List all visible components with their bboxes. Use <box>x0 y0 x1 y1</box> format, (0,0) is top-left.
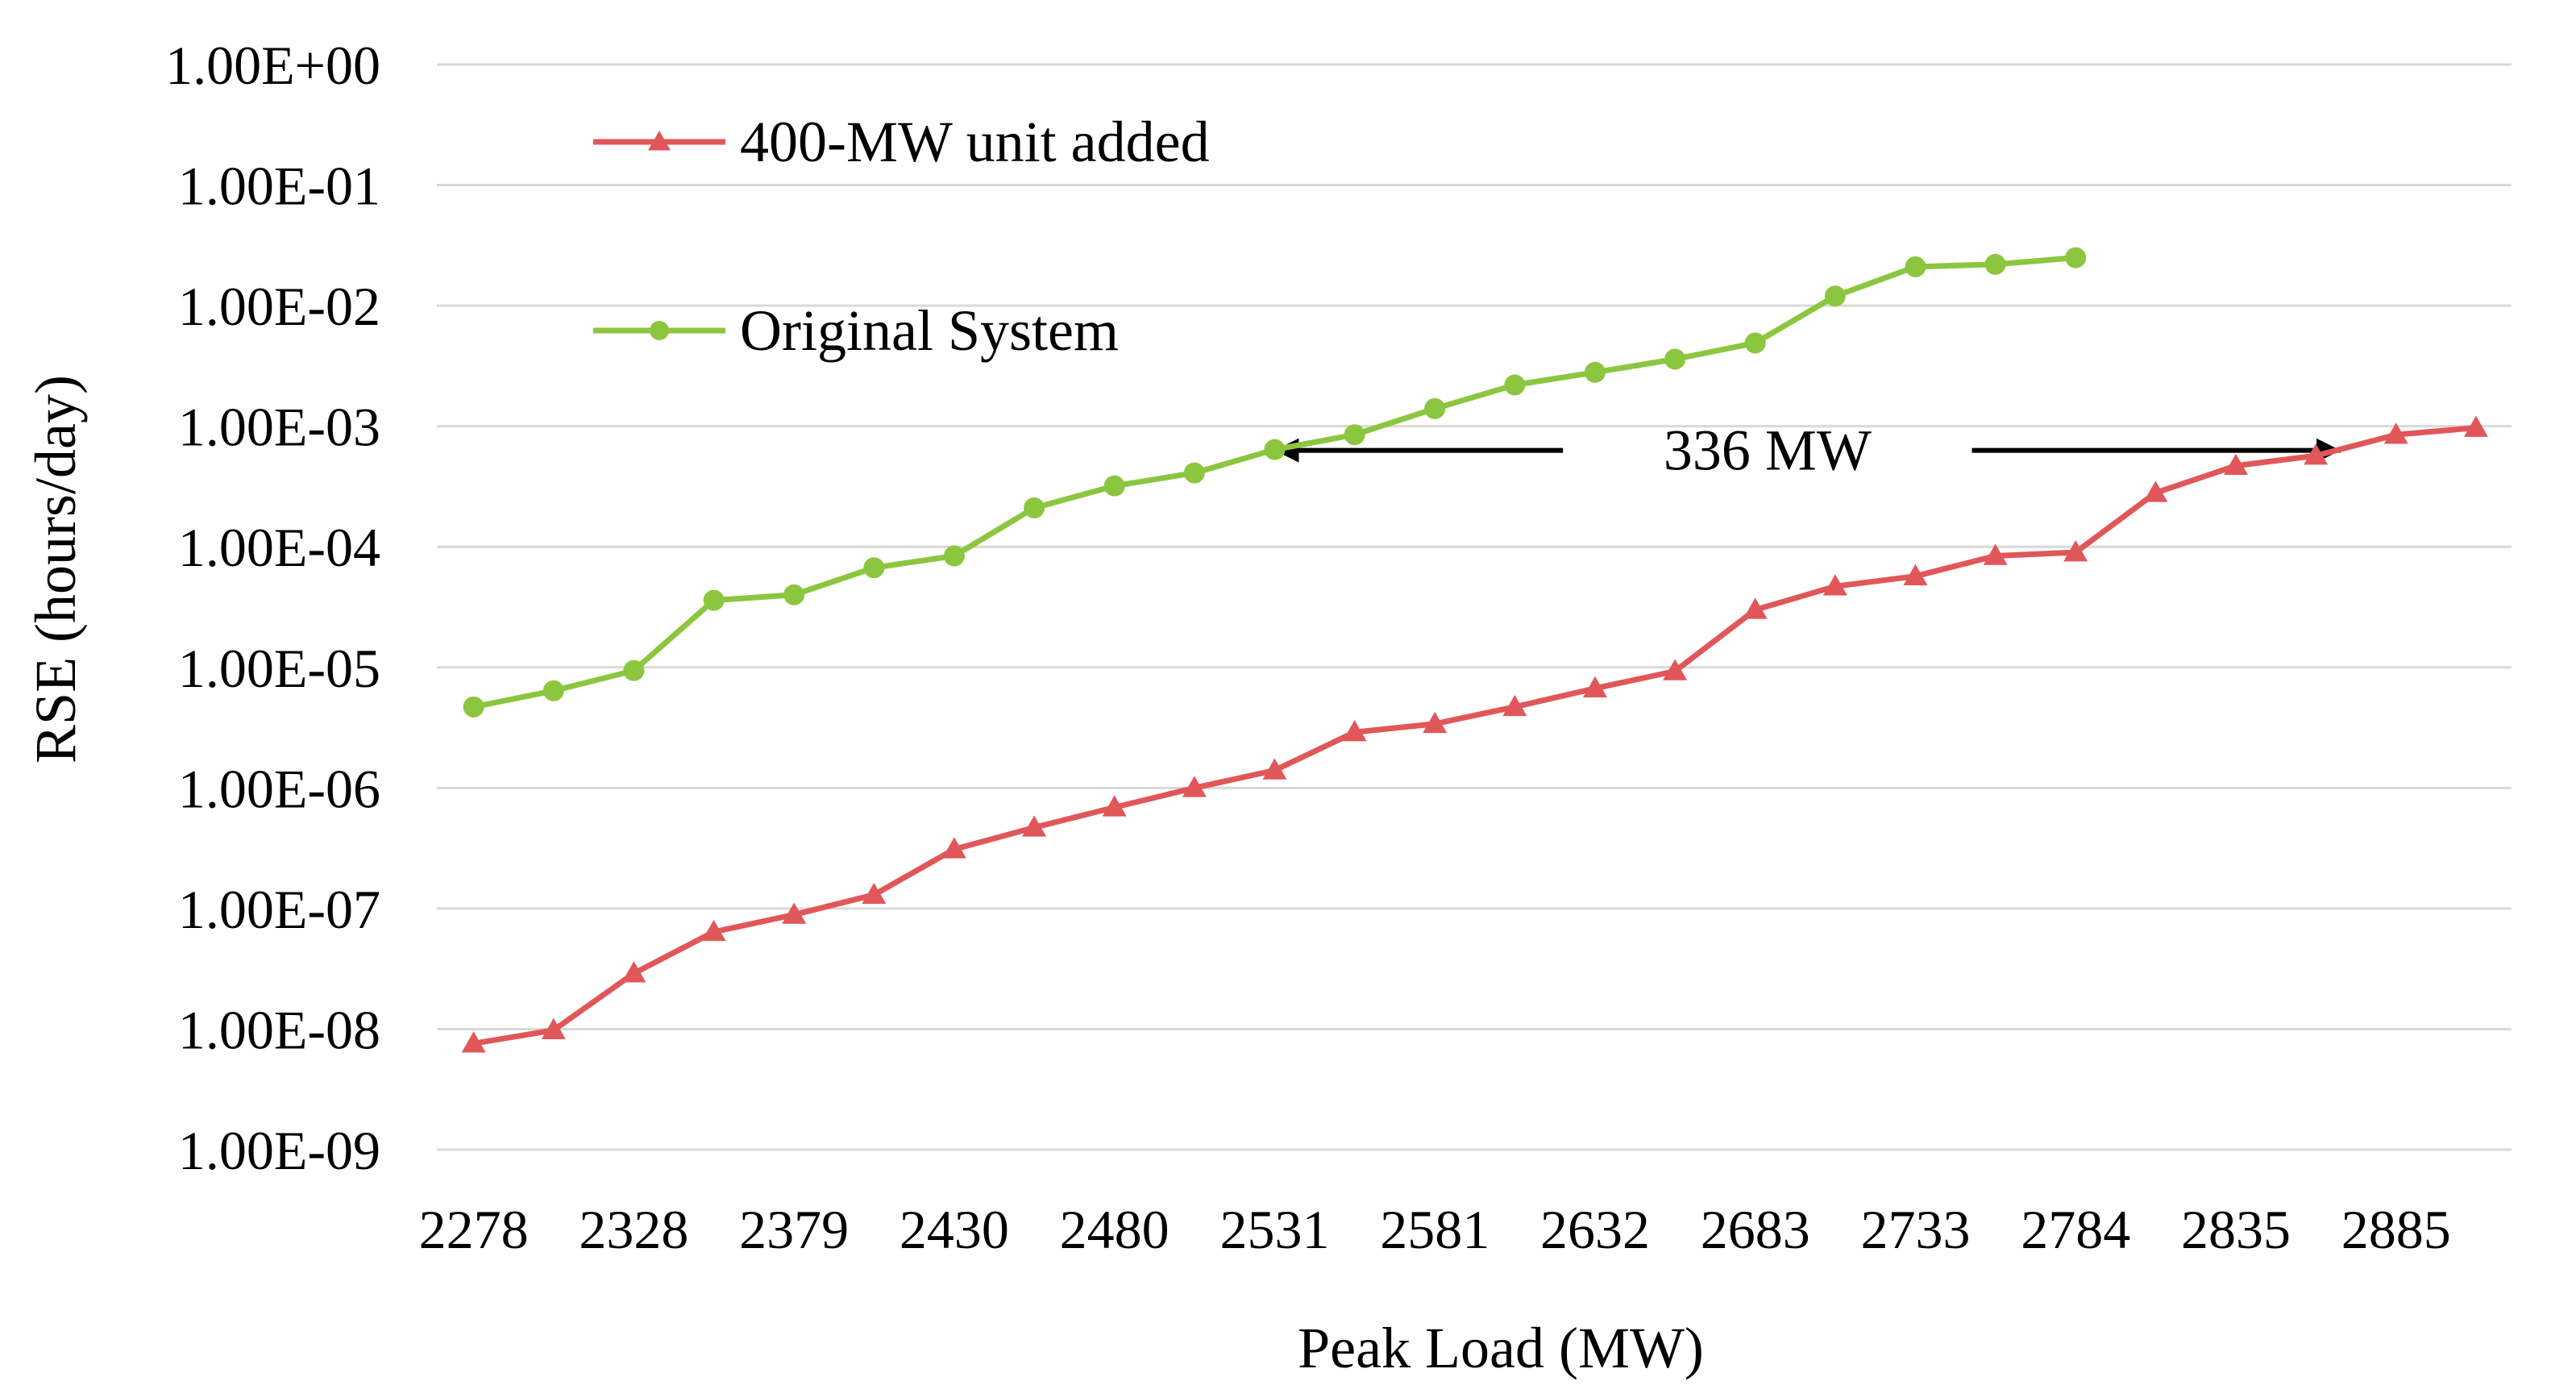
data-point <box>863 557 885 579</box>
data-point <box>461 1031 486 1053</box>
data-point <box>1984 253 2006 275</box>
x-tick-label: 2278 <box>419 1199 529 1260</box>
data-point <box>1663 659 1688 680</box>
annotation-label: 336 MW <box>1664 418 1872 483</box>
data-point <box>1022 815 1047 837</box>
data-point <box>2383 422 2408 444</box>
legend-label: 400-MW unit added <box>740 110 1210 174</box>
y-axis-title: RSE (hours/day) <box>23 375 88 763</box>
legend-item: Original System <box>593 298 1119 363</box>
x-tick-label: 2379 <box>739 1199 849 1260</box>
data-point <box>1103 475 1125 497</box>
x-tick-label: 2885 <box>2341 1199 2451 1260</box>
data-point <box>1344 424 1365 446</box>
data-point <box>1744 332 1766 354</box>
x-tick-label: 2784 <box>2021 1199 2130 1260</box>
data-point <box>782 902 807 924</box>
y-axis-tick-labels: 1.00E-09 1.00E-08 1.00E-07 1.00E-06 1.00E-05… <box>165 35 380 1181</box>
y-tick-label: 1.00E-05 <box>178 638 380 699</box>
data-point <box>1024 497 1045 519</box>
data-point <box>783 584 805 605</box>
data-point <box>941 837 966 859</box>
y-tick-label: 1.00E-04 <box>178 517 380 578</box>
data-point <box>2304 443 2329 465</box>
legend-item: 400-MW unit added <box>593 110 1210 174</box>
x-tick-label: 2531 <box>1219 1199 1329 1260</box>
y-tick-label: 1.00E+00 <box>165 35 380 96</box>
y-tick-label: 1.00E-07 <box>178 879 380 940</box>
data-point <box>623 659 645 681</box>
x-tick-label: 2581 <box>1380 1199 1490 1260</box>
data-point <box>2463 415 2488 437</box>
data-point <box>541 1017 566 1040</box>
series-1 <box>463 247 2087 718</box>
x-tick-label: 2328 <box>579 1199 688 1260</box>
data-point <box>2143 481 2168 502</box>
data-point <box>2063 540 2088 562</box>
data-point <box>542 680 564 701</box>
data-point <box>2065 247 2087 268</box>
x-tick-label: 2835 <box>2181 1199 2291 1260</box>
x-axis-title: Peak Load (MW) <box>1298 1316 1704 1380</box>
y-tick-label: 1.00E-03 <box>178 397 380 458</box>
gridlines <box>437 63 2512 1151</box>
data-point <box>1262 758 1287 780</box>
annotation-group: 336 MW <box>1274 418 2341 483</box>
data-point <box>1983 543 2008 565</box>
data-point <box>621 961 646 983</box>
data-point <box>701 919 726 942</box>
x-tick-label: 2683 <box>1701 1199 1810 1260</box>
data-point <box>1502 694 1527 717</box>
data-point <box>1102 795 1127 817</box>
x-axis-tick-labels: 2278 2328 2379 2430 2480 2531 2581 2632 2683 2733… <box>419 1199 2451 1260</box>
data-point <box>1424 397 1446 419</box>
legend: 400-MW unit added Original System <box>593 110 1210 363</box>
data-point <box>1822 574 1847 596</box>
data-point <box>703 589 725 611</box>
data-point <box>862 882 887 905</box>
data-point <box>1905 256 1926 277</box>
x-tick-label: 2632 <box>1540 1199 1650 1260</box>
x-tick-label: 2480 <box>1060 1199 1170 1260</box>
data-point <box>1342 720 1367 742</box>
data-point <box>1824 285 1846 307</box>
y-tick-label: 1.00E-06 <box>178 758 380 819</box>
data-point <box>943 545 965 567</box>
series-0 <box>461 415 2488 1053</box>
data-point <box>1182 776 1207 797</box>
data-point <box>2223 453 2248 475</box>
series-line <box>473 425 2477 1046</box>
data-point <box>1423 711 1448 734</box>
data-point <box>1183 462 1205 484</box>
y-tick-label: 1.00E-08 <box>178 999 380 1060</box>
data-point <box>1743 597 1768 619</box>
legend-marker <box>648 131 671 151</box>
legend-label: Original System <box>740 298 1119 363</box>
data-point <box>1664 348 1686 370</box>
series-group <box>461 247 2488 1053</box>
data-point <box>1504 374 1526 396</box>
x-tick-label: 2430 <box>900 1199 1009 1260</box>
data-point <box>1264 439 1286 460</box>
data-point <box>1903 564 1928 585</box>
data-point <box>1584 361 1606 383</box>
legend-marker <box>650 321 669 340</box>
data-point <box>1582 676 1607 698</box>
y-tick-label: 1.00E-09 <box>178 1120 380 1181</box>
x-tick-label: 2733 <box>1860 1199 1970 1260</box>
data-point <box>463 696 484 718</box>
y-tick-label: 1.00E-02 <box>178 276 380 337</box>
y-tick-label: 1.00E-01 <box>178 156 380 217</box>
